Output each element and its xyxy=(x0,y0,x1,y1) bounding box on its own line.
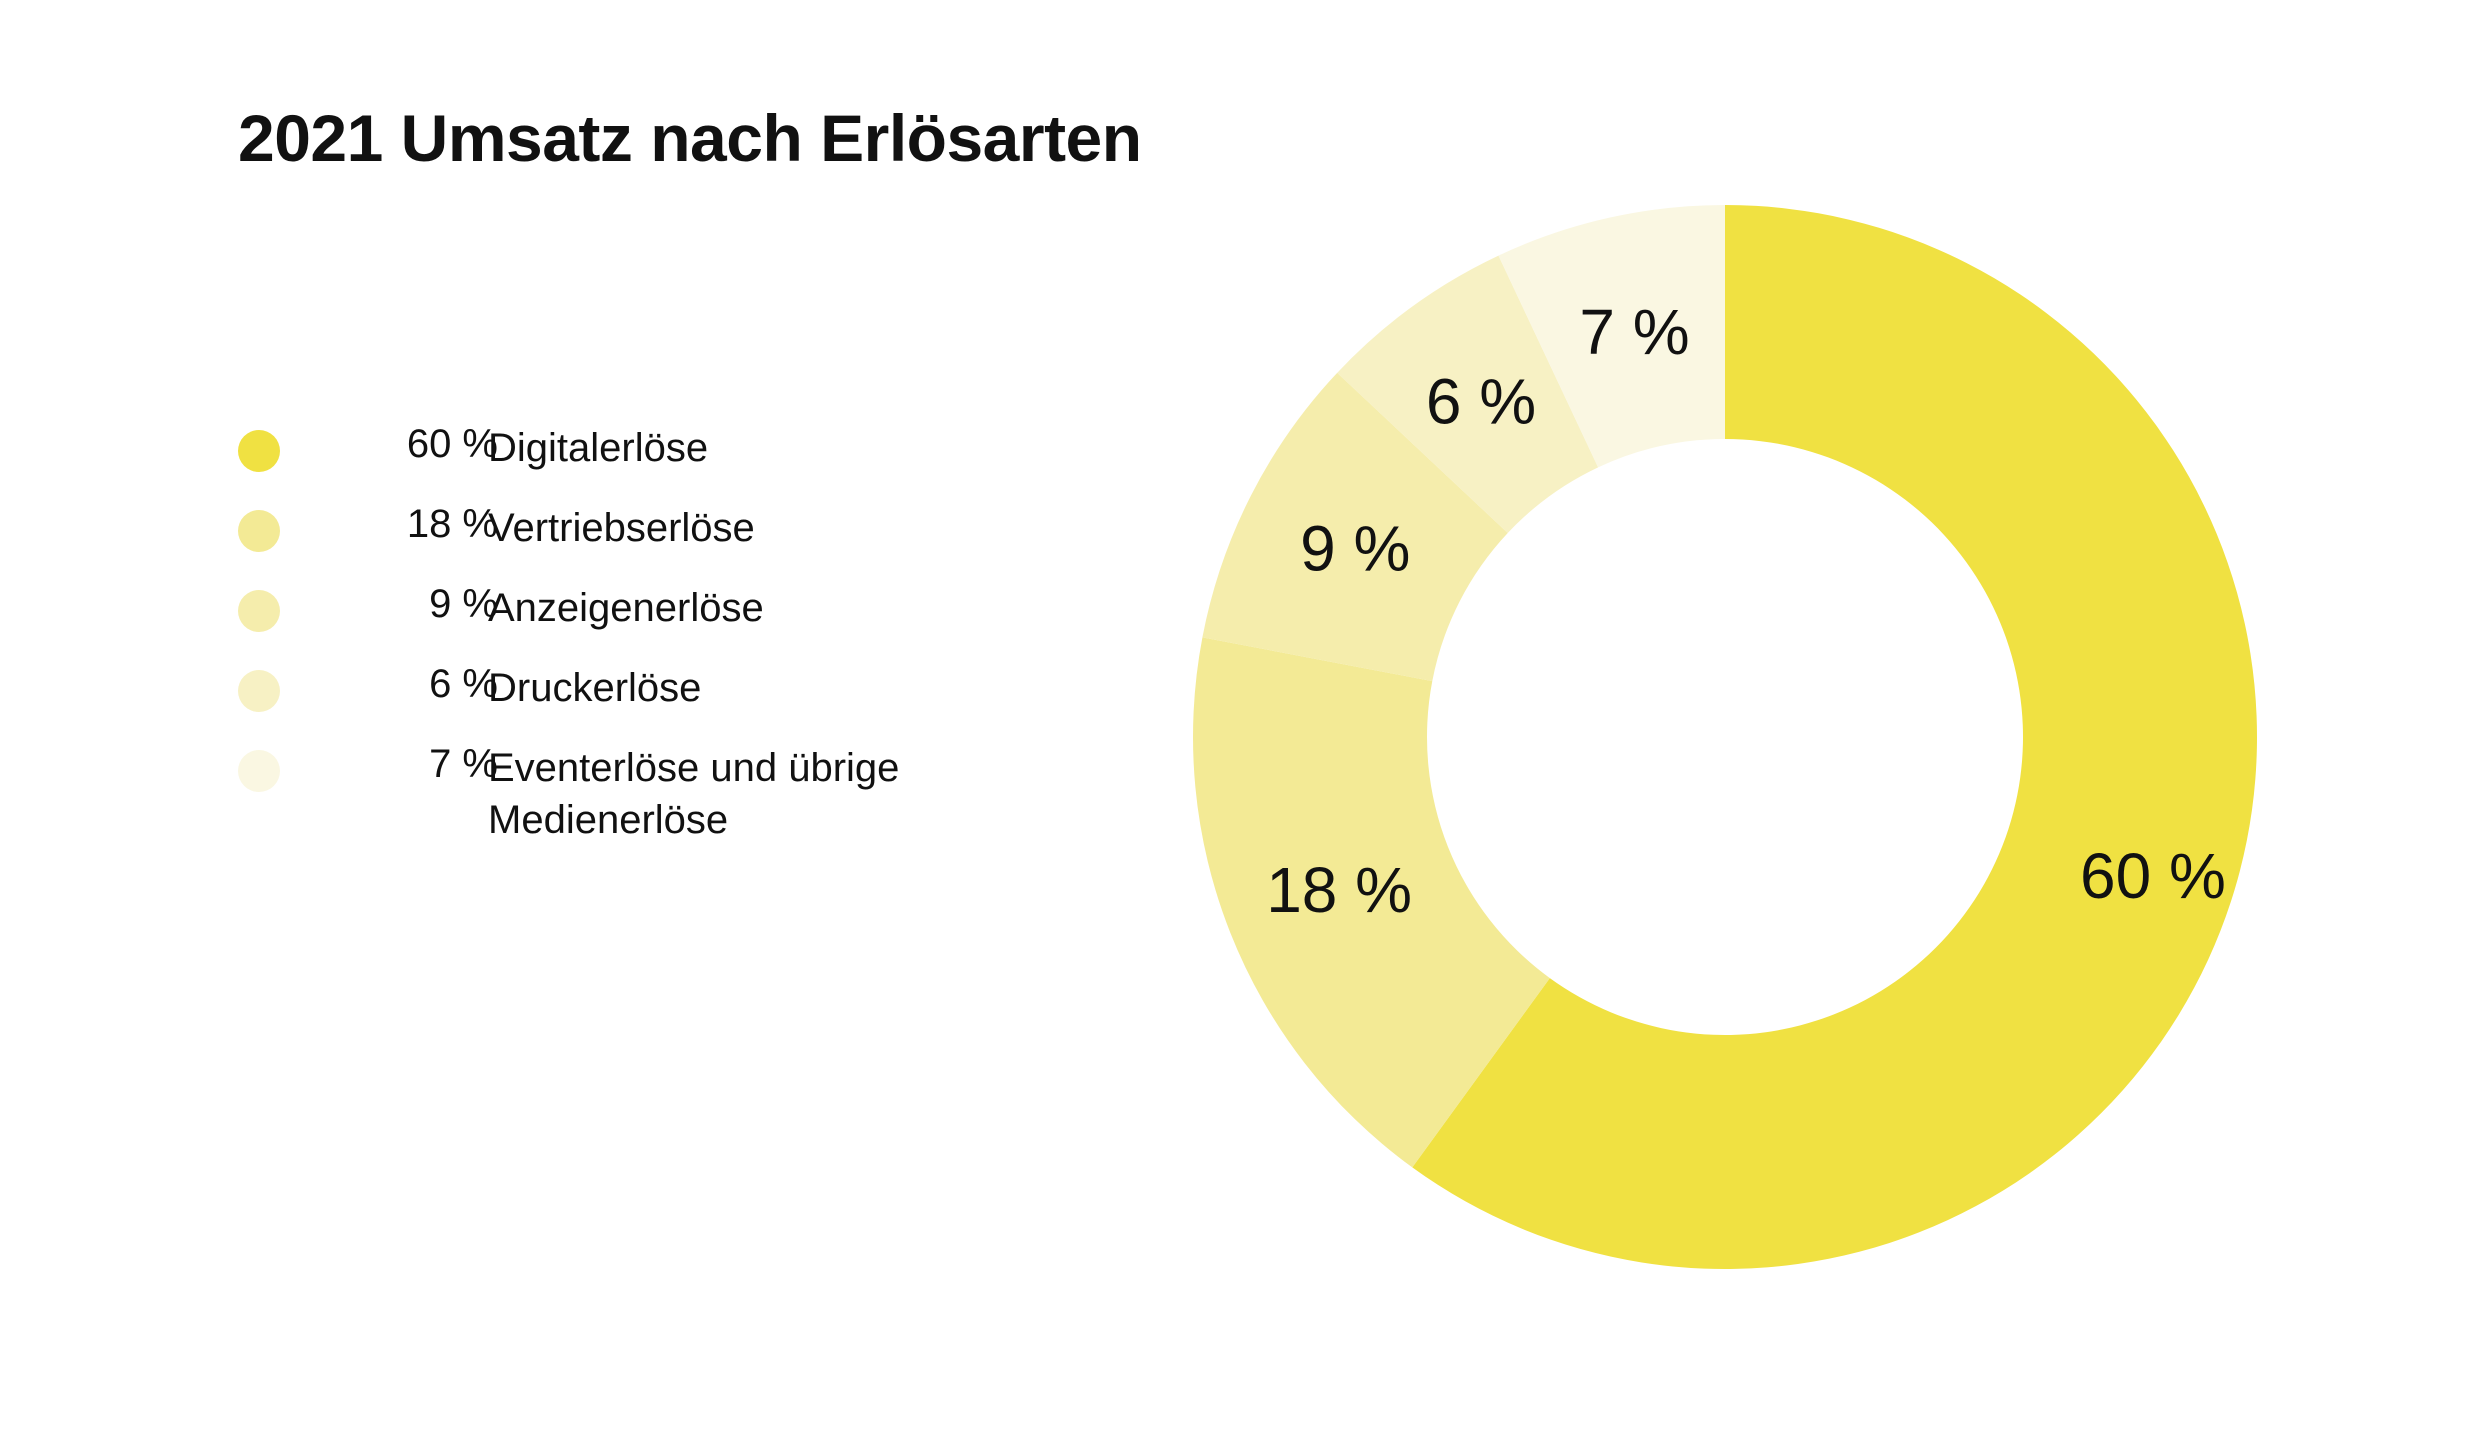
legend-value: 18 % xyxy=(406,502,498,546)
legend-value: 60 % xyxy=(406,422,498,466)
legend-label: Digitalerlöse xyxy=(488,426,709,470)
slice-label: 6 % xyxy=(1426,365,1536,437)
legend-label: Anzeigenerlöse xyxy=(488,586,764,630)
donut-slice xyxy=(1498,205,1725,468)
legend-swatch xyxy=(238,750,280,792)
legend-swatch xyxy=(238,670,280,712)
legend-item: 7 % Eventerlöse und übrige Medienerlöse xyxy=(238,740,1098,860)
donut-slice xyxy=(1412,205,2257,1269)
legend-item: 6 % Druckerlöse xyxy=(238,660,1098,740)
slice-label: 9 % xyxy=(1300,513,1410,585)
legend-label: Vertriebserlöse xyxy=(488,506,755,550)
slice-label: 18 % xyxy=(1266,854,1412,926)
slice-label: 60 % xyxy=(2080,840,2226,912)
chart-title: 2021 Umsatz nach Erlösarten xyxy=(238,101,1142,175)
legend-item: 60 % Digitalerlöse xyxy=(238,420,1098,500)
legend-item: 9 % Anzeigenerlöse xyxy=(238,580,1098,660)
slice-label: 7 % xyxy=(1579,296,1689,368)
legend-value: 6 % xyxy=(429,662,498,706)
legend-value: 7 % xyxy=(429,742,498,786)
legend: 60 % Digitalerlöse 18 % Vertriebserlöse … xyxy=(238,420,1098,860)
legend-item: 18 % Vertriebserlöse xyxy=(238,500,1098,580)
donut-slice xyxy=(1193,637,1550,1168)
legend-swatch xyxy=(238,590,280,632)
legend-label: Eventerlöse und übrige Medienerlöse xyxy=(488,746,900,842)
legend-swatch xyxy=(238,510,280,552)
legend-label: Druckerlöse xyxy=(488,666,702,710)
donut-slice xyxy=(1337,255,1599,534)
donut-slice xyxy=(1202,372,1508,682)
legend-swatch xyxy=(238,430,280,472)
legend-value: 9 % xyxy=(429,582,498,626)
